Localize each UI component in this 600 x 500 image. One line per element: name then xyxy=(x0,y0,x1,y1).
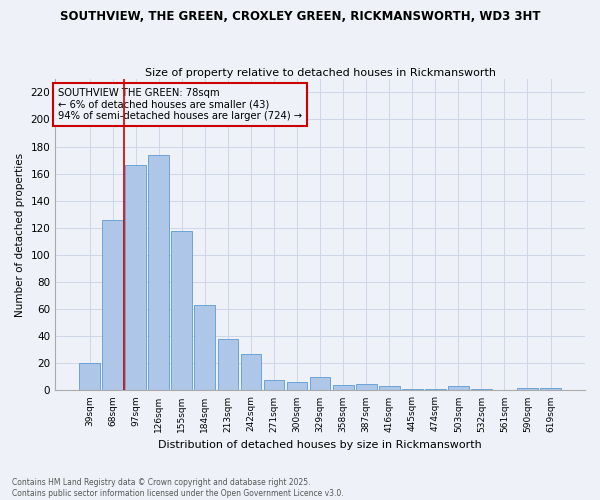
X-axis label: Distribution of detached houses by size in Rickmansworth: Distribution of detached houses by size … xyxy=(158,440,482,450)
Bar xyxy=(540,388,561,390)
Bar xyxy=(263,380,284,390)
Bar xyxy=(379,386,400,390)
Bar xyxy=(241,354,262,391)
Text: Contains HM Land Registry data © Crown copyright and database right 2025.
Contai: Contains HM Land Registry data © Crown c… xyxy=(12,478,344,498)
Bar xyxy=(148,154,169,390)
Bar xyxy=(402,389,422,390)
Bar xyxy=(333,385,353,390)
Bar xyxy=(125,166,146,390)
Bar xyxy=(79,364,100,390)
Bar xyxy=(356,384,377,390)
Bar xyxy=(517,388,538,390)
Bar xyxy=(172,230,192,390)
Y-axis label: Number of detached properties: Number of detached properties xyxy=(15,152,25,316)
Bar xyxy=(471,389,492,390)
Bar xyxy=(448,386,469,390)
Bar xyxy=(425,389,446,390)
Bar xyxy=(287,382,307,390)
Text: SOUTHVIEW, THE GREEN, CROXLEY GREEN, RICKMANSWORTH, WD3 3HT: SOUTHVIEW, THE GREEN, CROXLEY GREEN, RIC… xyxy=(60,10,540,23)
Title: Size of property relative to detached houses in Rickmansworth: Size of property relative to detached ho… xyxy=(145,68,496,78)
Bar xyxy=(194,305,215,390)
Text: SOUTHVIEW THE GREEN: 78sqm
← 6% of detached houses are smaller (43)
94% of semi-: SOUTHVIEW THE GREEN: 78sqm ← 6% of detac… xyxy=(58,88,302,122)
Bar xyxy=(218,339,238,390)
Bar xyxy=(102,220,123,390)
Bar xyxy=(310,377,331,390)
